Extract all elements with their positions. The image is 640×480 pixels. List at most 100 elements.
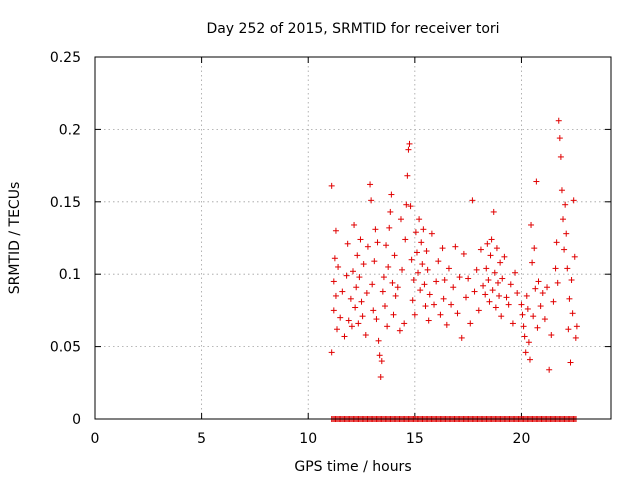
data-point xyxy=(437,311,444,318)
data-point xyxy=(443,321,450,328)
grid xyxy=(95,57,611,419)
data-point xyxy=(337,314,344,321)
y-axis-label: SRMTID / TECUs xyxy=(7,182,23,295)
data-point xyxy=(456,274,463,281)
data-point xyxy=(492,304,499,311)
data-point xyxy=(482,291,489,298)
y-tick-label: 0 xyxy=(72,412,81,428)
data-point xyxy=(354,252,361,259)
data-point xyxy=(328,349,335,356)
data-point xyxy=(410,276,417,283)
data-point xyxy=(528,221,535,228)
data-point xyxy=(334,326,341,333)
data-point xyxy=(425,317,432,324)
data-point xyxy=(402,236,409,243)
data-point xyxy=(348,323,355,330)
data-point xyxy=(573,323,580,330)
data-point xyxy=(553,239,560,246)
data-point xyxy=(403,201,410,208)
data-point xyxy=(375,337,382,344)
data-point xyxy=(378,358,385,365)
data-point xyxy=(417,287,424,294)
data-point xyxy=(406,140,413,147)
data-point xyxy=(424,266,431,273)
data-point xyxy=(419,261,426,268)
data-point xyxy=(491,269,498,276)
data-point xyxy=(558,187,565,194)
data-point xyxy=(533,178,540,185)
data-point xyxy=(397,216,404,223)
data-point xyxy=(569,310,576,317)
data-point xyxy=(490,208,497,215)
data-point xyxy=(471,288,478,295)
data-point xyxy=(407,203,414,210)
data-point xyxy=(420,226,427,233)
data-point xyxy=(565,326,572,333)
data-point xyxy=(555,117,562,124)
data-point xyxy=(368,197,375,204)
data-point xyxy=(497,259,504,266)
data-point xyxy=(518,301,525,308)
data-point xyxy=(572,334,579,341)
data-point xyxy=(330,278,337,285)
data-point xyxy=(330,307,337,314)
data-point xyxy=(435,258,442,265)
data-point xyxy=(413,249,420,256)
data-point xyxy=(460,250,467,257)
chart-title: Day 252 of 2015, SRMTID for receiver tor… xyxy=(206,21,499,37)
data-point xyxy=(498,313,505,320)
data-point xyxy=(546,366,553,373)
data-point xyxy=(411,311,418,318)
data-point xyxy=(399,266,406,273)
y-tick-label: 0.05 xyxy=(50,340,81,356)
data-point xyxy=(499,275,506,282)
data-point xyxy=(571,253,578,260)
data-point xyxy=(570,197,577,204)
data-point xyxy=(562,201,569,208)
data-point xyxy=(328,182,335,189)
data-point xyxy=(339,288,346,295)
data-point xyxy=(412,229,419,236)
data-point xyxy=(343,272,350,279)
data-point xyxy=(523,292,530,299)
x-tick-label: 5 xyxy=(197,431,206,447)
data-point xyxy=(507,281,514,288)
data-point xyxy=(408,256,415,263)
data-point xyxy=(405,146,412,153)
data-point xyxy=(332,227,339,234)
data-point xyxy=(494,279,501,286)
data-point xyxy=(560,216,567,223)
data-point xyxy=(416,216,423,223)
data-point xyxy=(567,359,574,366)
data-point xyxy=(418,239,425,246)
data-point xyxy=(480,282,487,289)
data-point xyxy=(401,320,408,327)
data-point xyxy=(463,294,470,301)
data-point xyxy=(534,324,541,331)
data-point xyxy=(357,236,364,243)
data-point xyxy=(539,290,546,297)
data-point xyxy=(332,292,339,299)
data-point xyxy=(473,266,480,273)
data-point xyxy=(467,320,474,327)
data-point xyxy=(487,252,494,259)
data-point xyxy=(454,310,461,317)
data-point xyxy=(347,295,354,302)
data-point xyxy=(450,284,457,291)
data-point xyxy=(377,374,384,381)
data-point xyxy=(520,323,527,330)
data-point xyxy=(421,281,428,288)
data-point xyxy=(404,172,411,179)
data-point xyxy=(423,248,430,255)
data-point xyxy=(544,284,551,291)
data-point xyxy=(394,284,401,291)
data-point xyxy=(352,304,359,311)
data-point xyxy=(356,274,363,281)
data-point xyxy=(364,243,371,250)
data-point xyxy=(373,316,380,323)
data-point xyxy=(392,292,399,299)
x-tick-label: 15 xyxy=(406,431,424,447)
axis-ticks: 0 5 10 15 20 0 0.05 0.1 0.15 0.2 0.25 xyxy=(50,50,611,447)
data-point xyxy=(531,245,538,252)
data-point xyxy=(477,246,484,253)
